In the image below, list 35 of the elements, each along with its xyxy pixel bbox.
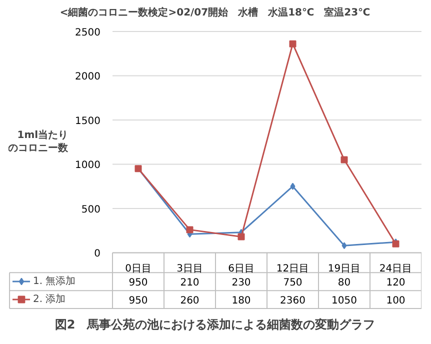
x-tick-label: 3日目 (176, 264, 203, 275)
y-tick-label: 2000 (75, 72, 101, 83)
x-tick-label: 6日目 (228, 264, 254, 275)
y-tick-label: 0 (94, 248, 101, 260)
data-label: 210 (180, 278, 200, 289)
legend-label: 1. 無添加 (33, 274, 76, 289)
point (289, 40, 296, 48)
y-tick-label: 1500 (75, 116, 101, 127)
data-label: 180 (232, 296, 251, 307)
data-label: 750 (283, 278, 302, 289)
data-label: 100 (386, 296, 406, 307)
point (290, 182, 296, 190)
y-axis-title: 1ml当たりのコロニー数 (8, 128, 70, 154)
data-label: 950 (128, 296, 148, 307)
x-tick-label: 0日目 (125, 264, 152, 275)
point (238, 233, 245, 240)
chart-title: <細菌のコロニー数検定>02/07開始 水槽 水温18℃ 室温23℃ (60, 6, 370, 18)
y-tick-label: 500 (81, 204, 101, 216)
point (186, 226, 194, 234)
x-tick-label: 24日目 (379, 264, 412, 275)
x-tick-label: 19日目 (328, 264, 361, 275)
data-label: 2360 (280, 296, 306, 307)
data-label: 120 (386, 278, 406, 289)
data-label: 950 (128, 278, 148, 289)
data-label: 80 (338, 278, 351, 289)
x-tick-label: 12日目 (276, 264, 310, 275)
data-label: 230 (232, 278, 251, 289)
point (340, 156, 348, 164)
data-label: 260 (180, 296, 200, 307)
y-tick-label: 2500 (75, 27, 101, 38)
data-label: 1050 (332, 296, 357, 307)
caption: 図2 馬事公苑の池における添加による細菌数の変動グラフ (54, 318, 376, 332)
y-tick-label: 1000 (75, 160, 101, 172)
point (342, 242, 347, 250)
legend-label: 2. 添加 (33, 292, 66, 307)
